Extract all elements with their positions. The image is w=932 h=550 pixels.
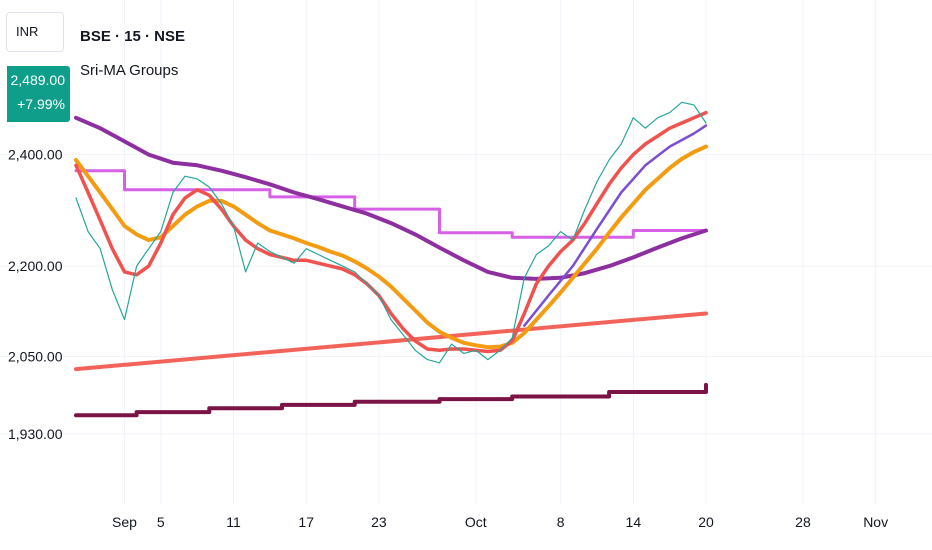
series-line-ma-violet bbox=[523, 124, 708, 327]
x-tick-label: 23 bbox=[371, 514, 387, 530]
last-price-value: 2,489.00 bbox=[10, 72, 66, 88]
series-line-ma-orange bbox=[74, 144, 708, 350]
y-tick-label: 2,200.00 bbox=[8, 258, 63, 274]
series-line-ma-long-red bbox=[74, 311, 708, 372]
currency-label: INR bbox=[16, 24, 39, 39]
x-tick-label: 20 bbox=[698, 514, 714, 530]
indicator-label[interactable]: Sri-MA Groups bbox=[80, 62, 179, 79]
currency-selector[interactable]: INR bbox=[6, 12, 64, 52]
x-tick-label: 28 bbox=[795, 514, 811, 530]
x-tick-label: 8 bbox=[557, 514, 565, 530]
chart-series bbox=[74, 101, 708, 418]
x-axis-ticks: Sep 5 11 17 23 Oct 8 14 20 28 Nov bbox=[112, 514, 888, 530]
series-line-ma-maroon bbox=[74, 382, 708, 418]
x-tick-label: Oct bbox=[465, 514, 487, 530]
grid bbox=[0, 0, 932, 505]
series-line-ma-magenta bbox=[74, 169, 708, 239]
y-axis-ticks: 1,930.00 2,050.00 2,200.00 2,400.00 bbox=[8, 147, 63, 442]
price-change-pct: +7.99% bbox=[17, 96, 65, 112]
y-tick-label: 2,400.00 bbox=[8, 147, 63, 163]
series-line-ma-purple bbox=[74, 115, 708, 281]
x-tick-label: 5 bbox=[157, 514, 165, 530]
x-tick-label: 14 bbox=[626, 514, 642, 530]
y-tick-label: 2,050.00 bbox=[8, 349, 63, 365]
series-line-price bbox=[75, 101, 707, 364]
symbol-title[interactable]: BSE · 15 · NSE bbox=[80, 28, 186, 45]
x-tick-label: 17 bbox=[298, 514, 314, 530]
series-line-ma-fast bbox=[74, 110, 708, 354]
x-tick-label: Sep bbox=[112, 514, 137, 530]
x-tick-label: Nov bbox=[863, 514, 888, 530]
y-tick-label: 1,930.00 bbox=[8, 426, 63, 442]
last-price-tag: 2,489.00 +7.99% bbox=[7, 66, 70, 122]
x-tick-label: 11 bbox=[226, 514, 241, 530]
